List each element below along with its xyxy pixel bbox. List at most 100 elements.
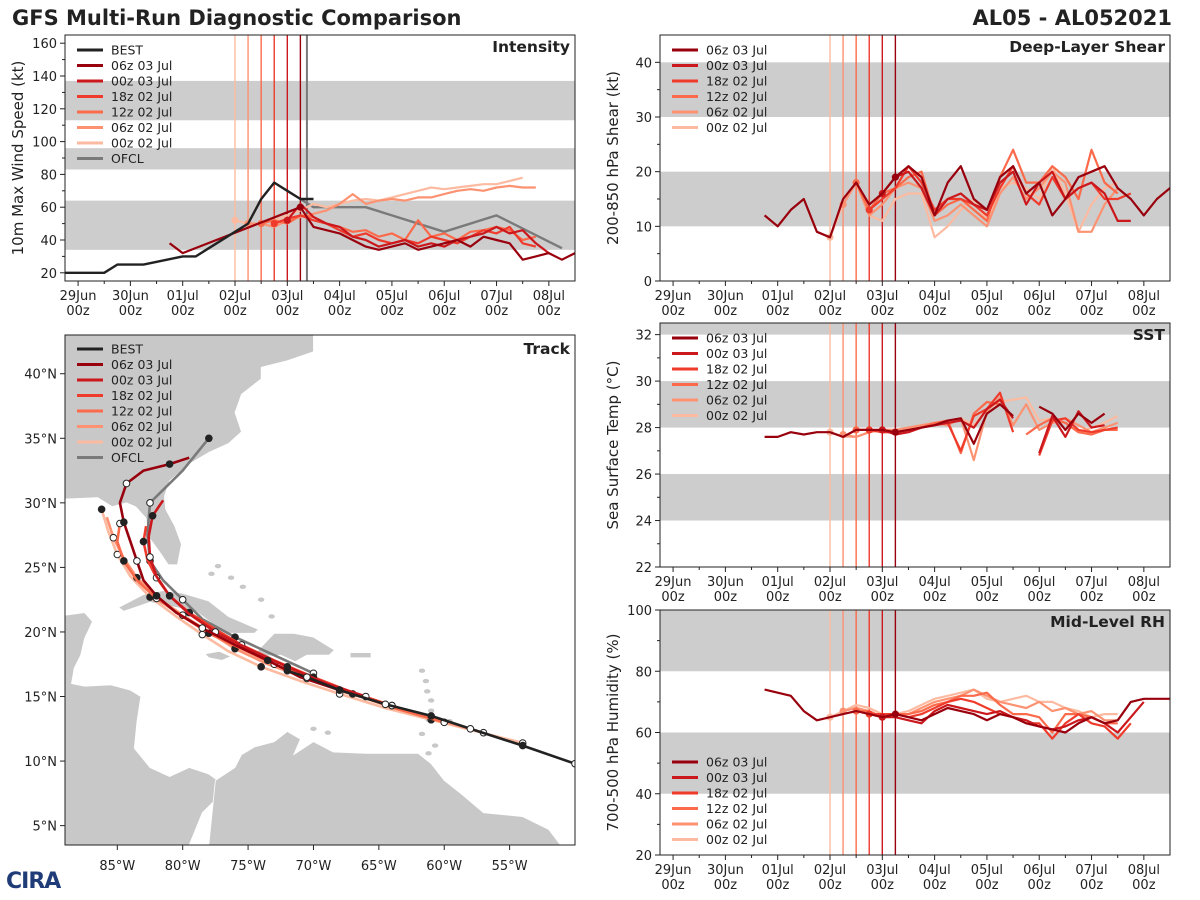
- track-position-marker: [133, 557, 141, 565]
- rh-xtick-label: 08Jul: [1128, 863, 1160, 878]
- sst-xtick-label: 00z: [818, 590, 842, 605]
- rh-xtick-label: 00z: [923, 878, 947, 893]
- shear-frame: [659, 34, 1171, 282]
- rh-legend-label: 12z 02 Jul: [706, 801, 767, 816]
- rh-legend-label: 00z 03 Jul: [706, 770, 767, 785]
- sst-legend-label: 00z 02 Jul: [706, 408, 767, 423]
- land-small-island: [324, 730, 332, 735]
- land-small-island: [257, 597, 265, 602]
- land-small-island: [214, 563, 222, 569]
- rh-xtick-label: 00z: [714, 878, 738, 893]
- rh-band: [660, 610, 1170, 672]
- shear-xtick-label: 05Jul: [971, 289, 1003, 304]
- intensity-band: [65, 80, 575, 121]
- track-position-marker: [283, 666, 292, 675]
- sst-xtick-label: 00z: [975, 590, 999, 605]
- intensity-ylabel: 10m Max Wind Speed (kt): [9, 61, 27, 256]
- intensity-xtick-label: 05Jul: [376, 289, 408, 304]
- track-ytick-label: 5°N: [33, 820, 58, 835]
- track-position-marker: [120, 557, 128, 565]
- intensity-panel: 2040608010012014016029Jun00z30Jun00z01Ju…: [9, 34, 576, 319]
- rh-xtick-label: 30Jun: [707, 863, 744, 878]
- sst-legend-label: 18z 02 Jul: [706, 362, 767, 377]
- intensity-ytick-label: 160: [32, 37, 57, 52]
- intensity-legend-label: OFCL: [111, 151, 144, 166]
- track-legend-label: 06z 03 Jul: [111, 357, 172, 372]
- shear-xtick-label: 04Jul: [918, 289, 950, 304]
- intensity-ytick-label: 40: [40, 234, 57, 249]
- intensity-xtick-label: 29Jun: [60, 289, 97, 304]
- intensity-xtick-label: 07Jul: [480, 289, 512, 304]
- rh-xtick-label: 00z: [975, 878, 999, 893]
- sst-xtick-label: 01Jul: [762, 575, 794, 590]
- shear-xtick-label: 08Jul: [1128, 289, 1160, 304]
- sst-legend-label: 00z 03 Jul: [706, 346, 767, 361]
- rh-xtick-label: 00z: [1080, 878, 1104, 893]
- intensity-ytick-label: 140: [32, 70, 57, 85]
- cira-logo: CIRA: [6, 869, 61, 894]
- track-ytick-label: 20°N: [24, 626, 57, 641]
- track-position-marker: [335, 686, 344, 694]
- land-central-america: [65, 612, 220, 845]
- track-line: [146, 437, 315, 675]
- shear-xtick-label: 03Jul: [866, 289, 898, 304]
- shear-series-line: [763, 165, 1170, 239]
- track-position-marker: [152, 592, 161, 600]
- intensity-series-line: [299, 197, 563, 250]
- track-position-marker: [198, 630, 207, 639]
- rh-legend-label: 06z 03 Jul: [706, 755, 767, 770]
- rh-xtick-label: 29Jun: [655, 863, 692, 878]
- land-small-island: [310, 726, 317, 731]
- track-panel: 85°W 80°W 75°W 70°W 65°W 60°W 55°W 5°N 10°N 15°N 2…: [24, 334, 576, 874]
- track-position-marker: [381, 700, 390, 709]
- land-small-island: [427, 698, 435, 703]
- intensity-xtick-label: 00z: [119, 304, 143, 319]
- intensity-xtick-label: 00z: [485, 304, 509, 319]
- track-position-marker: [205, 434, 213, 443]
- rh-ytick-label: 60: [635, 727, 652, 742]
- sst-xtick-label: 00z: [1080, 590, 1104, 605]
- shear-ytick-label: 0: [644, 275, 652, 290]
- intensity-series-line: [65, 181, 314, 274]
- intensity-xtick-label: 00z: [171, 304, 195, 319]
- intensity-band: [65, 200, 575, 250]
- sst-xtick-label: 29Jun: [655, 575, 692, 590]
- shear-xtick-label: 00z: [1080, 304, 1104, 319]
- intensity-xtick-label: 06Jul: [428, 289, 460, 304]
- track-xtick-label: 60°W: [426, 859, 462, 874]
- sst-band: [660, 323, 1170, 335]
- rh-band: [660, 732, 1170, 794]
- land-small-island: [268, 614, 275, 619]
- intensity-xtick-label: 02Jul: [219, 289, 251, 304]
- rh-legend-label: 18z 02 Jul: [706, 786, 767, 801]
- sst-xtick-label: 00z: [923, 590, 947, 605]
- sst-ytick-label: 32: [635, 329, 652, 344]
- intensity-xtick-label: 00z: [276, 304, 300, 319]
- sst-xtick-label: 04Jul: [918, 575, 950, 590]
- sst-band: [660, 474, 1170, 521]
- shear-legend-label: 00z 03 Jul: [706, 58, 767, 73]
- intensity-xtick-label: 01Jul: [167, 289, 199, 304]
- land-small-island: [424, 689, 431, 694]
- shear-series-line: [881, 170, 1131, 222]
- rh-xtick-label: 00z: [871, 878, 895, 893]
- sst-xtick-label: 30Jun: [707, 575, 744, 590]
- sst-xtick-label: 00z: [1132, 590, 1156, 605]
- land-small-island: [208, 571, 215, 577]
- shear-xtick-label: 00z: [923, 304, 947, 319]
- track-line: [286, 669, 575, 765]
- rh-panel: 2040608010029Jun00z30Jun00z01Jul00z02Jul…: [604, 604, 1171, 893]
- sst-ytick-label: 22: [635, 561, 652, 576]
- track-position-marker: [139, 537, 148, 546]
- rh-ytick-label: 40: [635, 788, 652, 803]
- shear-xtick-label: 02Jul: [814, 289, 846, 304]
- shear-ytick-label: 10: [635, 220, 652, 235]
- track-legend-label: 18z 02 Jul: [111, 388, 172, 403]
- intensity-legend-label: 00z 02 Jul: [111, 136, 172, 151]
- intensity-ytick-label: 20: [40, 267, 57, 282]
- intensity-init-marker: [283, 216, 291, 224]
- track-position-marker: [571, 759, 575, 768]
- track-legend-label: BEST: [111, 342, 143, 357]
- intensity-xtick-label: 00z: [66, 304, 90, 319]
